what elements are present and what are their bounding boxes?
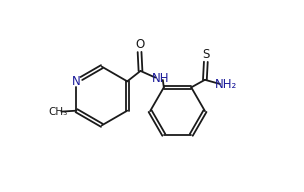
Text: S: S: [202, 48, 209, 61]
Text: O: O: [135, 38, 144, 51]
Text: NH: NH: [152, 72, 169, 85]
Text: NH₂: NH₂: [215, 78, 237, 91]
Text: N: N: [72, 75, 81, 88]
Text: CH₃: CH₃: [48, 107, 68, 117]
